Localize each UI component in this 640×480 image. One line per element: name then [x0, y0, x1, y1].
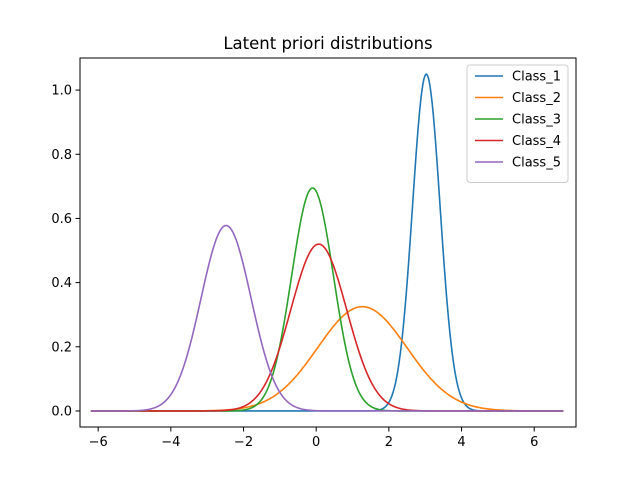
x-tick-label: 4	[457, 435, 465, 450]
y-tick-label: 0.4	[51, 276, 72, 291]
legend: Class_1 Class_2 Class_3 Class_4 Class_5	[466, 64, 569, 183]
legend-box	[466, 64, 569, 183]
x-tick-label: 0	[312, 435, 320, 450]
y-tick-label: 0.0	[51, 404, 72, 419]
series-line-4	[90, 243, 564, 412]
y-tick-label: 1.0	[51, 84, 72, 99]
y-axis: 0.0 0.2 0.4 0.6 0.8 1.0	[51, 84, 80, 419]
legend-label: Class_3	[512, 113, 561, 128]
x-tick-label: −4	[161, 435, 180, 450]
x-tick-label: 2	[385, 435, 393, 450]
legend-label: Class_5	[512, 156, 561, 171]
chart-title: Latent priori distributions	[223, 34, 432, 53]
legend-label: Class_2	[512, 91, 561, 106]
series-layer	[90, 73, 564, 412]
series-line-5	[90, 224, 564, 412]
axes-frame	[79, 57, 577, 428]
y-tick-label: 0.8	[51, 148, 72, 163]
x-tick-label: −2	[234, 435, 253, 450]
series-line-3	[90, 187, 564, 412]
legend-label: Class_4	[512, 134, 561, 149]
x-axis: −6 −4 −2 0 2 4 6	[89, 427, 538, 450]
y-tick-label: 0.6	[51, 212, 72, 227]
x-tick-label: −6	[89, 435, 108, 450]
series-line-2	[90, 305, 564, 412]
y-tick-label: 0.2	[51, 340, 72, 355]
x-tick-label: 6	[530, 435, 538, 450]
legend-label: Class_1	[512, 70, 561, 85]
